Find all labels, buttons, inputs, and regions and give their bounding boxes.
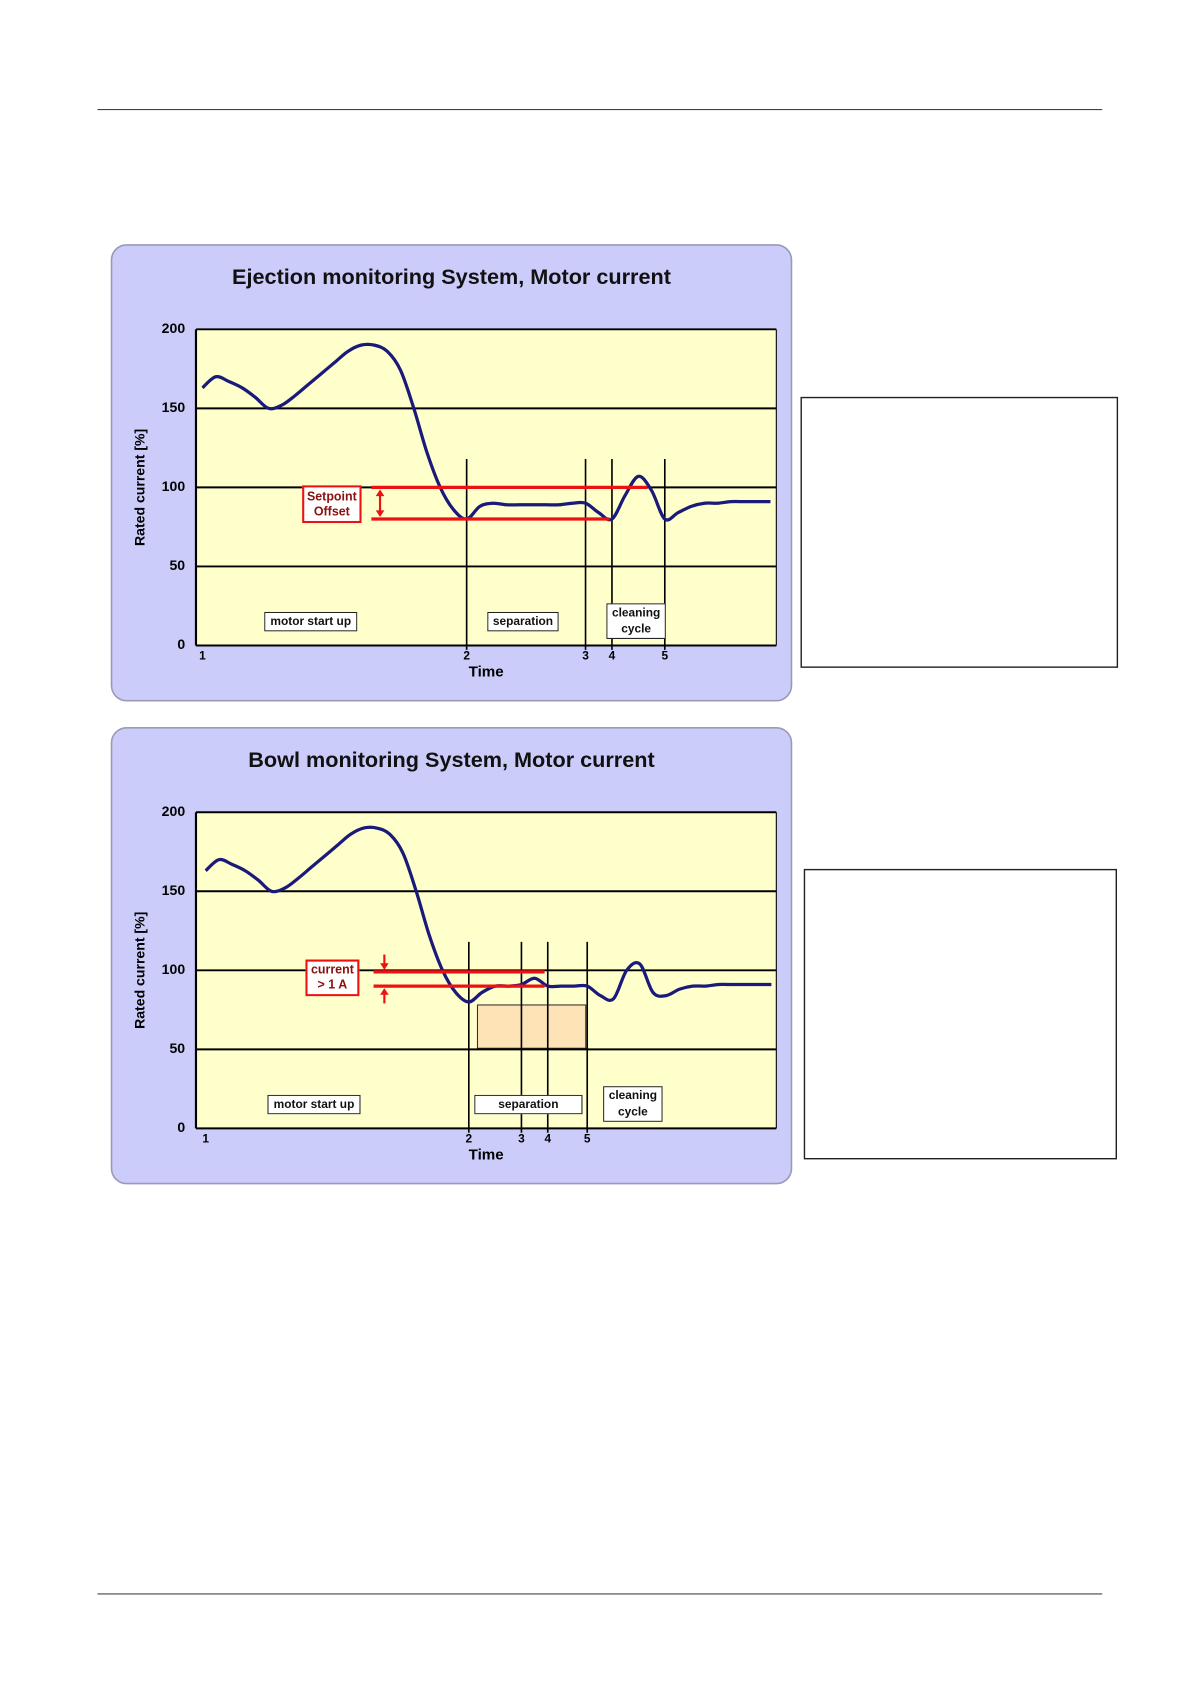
phase-label: motor start up bbox=[264, 611, 358, 632]
chart-title: Ejection monitoring System, Motor curren… bbox=[232, 264, 671, 289]
side-box bbox=[800, 396, 1119, 668]
arrow-head bbox=[375, 489, 385, 497]
phase-label: motor start up bbox=[267, 1094, 361, 1115]
y-tick-label: 100 bbox=[162, 478, 186, 494]
x-axis-label: Time bbox=[469, 1146, 504, 1163]
x-tick-label: 1 bbox=[199, 648, 206, 662]
phase-label: cleaning cycle bbox=[603, 1086, 663, 1122]
chart-title: Bowl monitoring System, Motor current bbox=[248, 747, 654, 772]
x-tick-label: 2 bbox=[463, 648, 470, 662]
phase-label-frame: motor start up bbox=[267, 1094, 361, 1115]
phase-label-frame: separation bbox=[474, 1094, 583, 1115]
y-tick-label: 100 bbox=[162, 961, 186, 977]
annotation-label: Setpoint Offset bbox=[302, 485, 362, 524]
x-tick-label: 5 bbox=[661, 648, 668, 662]
x-tick-label: 3 bbox=[518, 1131, 525, 1145]
chart: Ejection monitoring System, Motor curren… bbox=[110, 244, 793, 702]
x-tick-label: 1 bbox=[202, 1131, 209, 1145]
y-tick-label: 150 bbox=[162, 399, 186, 415]
phase-label-frame: separation bbox=[487, 611, 559, 632]
y-tick-label: 200 bbox=[162, 320, 186, 336]
annotation-label-frame: current > 1 A bbox=[305, 959, 360, 997]
x-tick-label: 4 bbox=[609, 648, 616, 662]
x-tick-label: 3 bbox=[582, 648, 589, 662]
y-axis-label: Rated current [%] bbox=[131, 429, 147, 546]
x-tick-label: 5 bbox=[584, 1131, 591, 1145]
x-axis-label: Time bbox=[469, 664, 504, 681]
phase-label: cleaning cycle bbox=[606, 603, 666, 639]
y-tick-label: 0 bbox=[177, 636, 185, 652]
phase-label: separation bbox=[474, 1094, 583, 1115]
data-line bbox=[204, 825, 772, 1004]
y-tick-label: 0 bbox=[177, 1119, 185, 1135]
y-tick-label: 150 bbox=[162, 882, 186, 898]
data-line bbox=[201, 342, 771, 522]
arrow-head bbox=[375, 510, 385, 517]
arrow-head bbox=[380, 963, 389, 970]
x-tick-label: 2 bbox=[466, 1131, 473, 1145]
phase-label-frame: motor start up bbox=[264, 611, 358, 632]
y-tick-label: 50 bbox=[169, 557, 185, 573]
side-box bbox=[803, 868, 1117, 1160]
phase-label-frame: cleaning cycle bbox=[606, 603, 666, 639]
phase-label-frame: cleaning cycle bbox=[603, 1086, 663, 1122]
chart: Bowl monitoring System, Motor current 0 50… bbox=[110, 726, 793, 1185]
highlight-box bbox=[476, 1004, 587, 1049]
y-tick-label: 50 bbox=[169, 1040, 185, 1056]
arrow-head bbox=[380, 988, 389, 995]
x-tick-label: 4 bbox=[544, 1131, 551, 1145]
y-tick-label: 200 bbox=[162, 803, 186, 819]
annotation-label: current > 1 A bbox=[305, 959, 360, 997]
y-axis-label: Rated current [%] bbox=[131, 912, 147, 1029]
annotation-label-frame: Setpoint Offset bbox=[302, 485, 362, 524]
phase-label: separation bbox=[487, 611, 559, 632]
